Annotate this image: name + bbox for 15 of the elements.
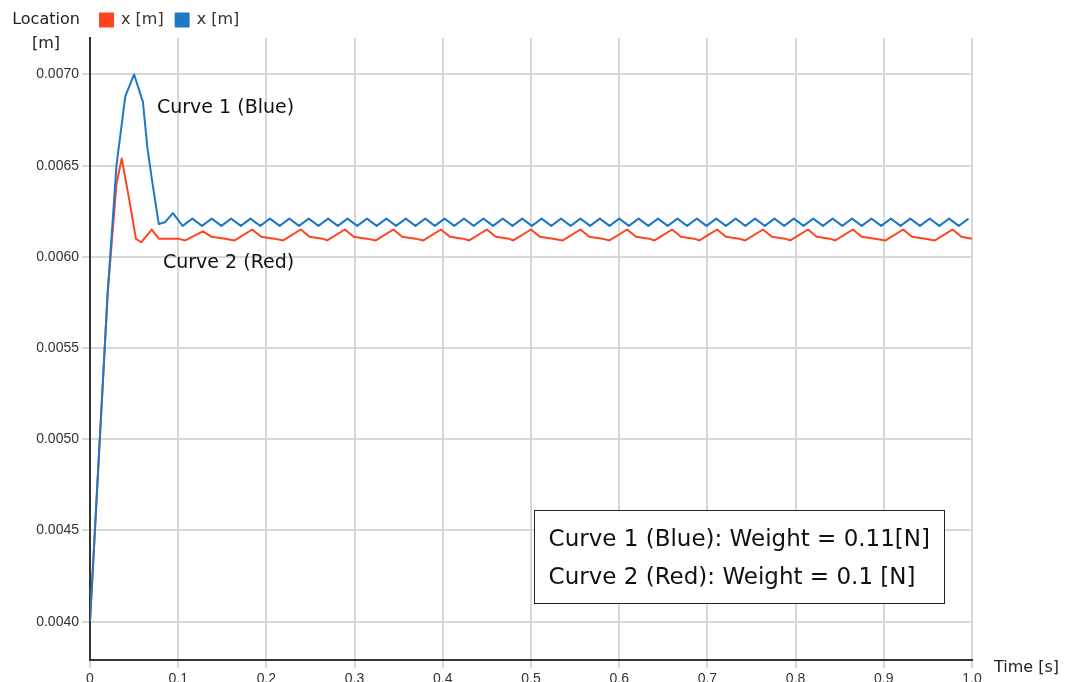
y-tick-label: 0.0060: [36, 247, 80, 264]
y-tick-label: 0.0050: [36, 430, 80, 447]
y-tick-label: 0.0070: [36, 65, 80, 82]
y-tick-label: 0.0065: [36, 156, 80, 173]
annotation: Curve 2 (Red): Weight = 0.1 [N]: [548, 562, 917, 591]
y-tick-label: 0.0040: [36, 612, 80, 629]
annotation: Curve 2 (Red): [163, 250, 295, 272]
x-axis-title: Time [s]: [993, 657, 1060, 677]
legend-label: x [m]: [196, 9, 240, 29]
annotation: Curve 1 (Blue): [157, 95, 295, 117]
y-tick-label: 0.0055: [36, 338, 80, 355]
y-tick-label: 0.0045: [36, 521, 80, 538]
annotation: Curve 1 (Blue): Weight = 0.11[N]: [548, 524, 930, 553]
y-axis-title: Location [m]: [12, 9, 80, 53]
legend-label: x [m]: [121, 9, 164, 29]
